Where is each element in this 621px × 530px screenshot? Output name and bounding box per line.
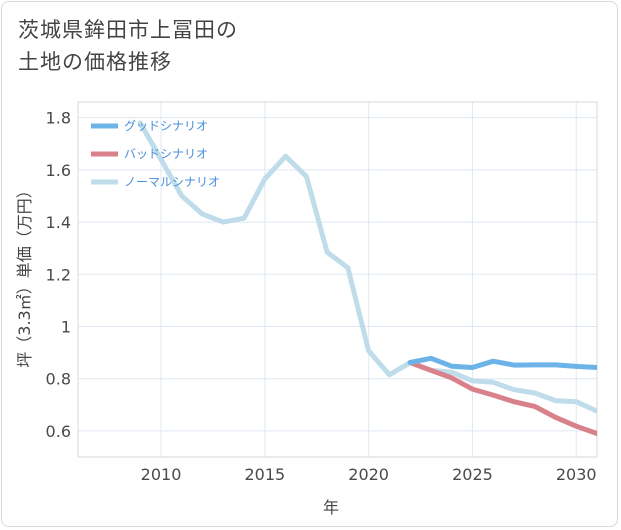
chart-title: 茨城県鉾田市上冨田の 土地の価格推移 bbox=[18, 14, 238, 78]
legend-label[interactable]: バッドシナリオ bbox=[124, 147, 208, 161]
series-line-1 bbox=[407, 360, 597, 436]
y-tick-label: 1.8 bbox=[46, 109, 71, 128]
legend-label[interactable]: グッドシナリオ bbox=[124, 119, 208, 133]
series-line-2 bbox=[137, 120, 597, 414]
x-tick-label: 2015 bbox=[244, 465, 285, 484]
chart-title-line1: 茨城県鉾田市上冨田の bbox=[18, 18, 238, 42]
chart-title-line2: 土地の価格推移 bbox=[18, 50, 172, 74]
y-tick-label: 1.6 bbox=[46, 161, 71, 180]
grid-lines bbox=[78, 102, 597, 457]
x-tick-label: 2010 bbox=[141, 465, 182, 484]
x-tick-label: 2020 bbox=[348, 465, 389, 484]
legend-label[interactable]: ノーマルシナリオ bbox=[124, 175, 220, 189]
y-axis-label: 坪（3.3㎡）単価（万円） bbox=[15, 182, 34, 367]
x-tick-label: 2025 bbox=[452, 465, 493, 484]
series-line-0 bbox=[407, 355, 597, 370]
y-tick-label: 1.2 bbox=[46, 265, 71, 284]
y-tick-label: 1.4 bbox=[46, 213, 71, 232]
tick-labels: 2010 2015 2020 2025 2030 0.6 0.8 1 1.2 1.4 1.6 1.8 bbox=[46, 109, 597, 484]
series-group bbox=[137, 120, 597, 436]
x-axis-label: 年 bbox=[323, 498, 339, 517]
y-tick-label: 0.8 bbox=[46, 370, 71, 389]
x-tick-label: 2030 bbox=[556, 465, 597, 484]
y-tick-label: 0.6 bbox=[46, 422, 71, 441]
y-tick-label: 1 bbox=[61, 317, 71, 336]
plot-frame bbox=[77, 101, 598, 458]
